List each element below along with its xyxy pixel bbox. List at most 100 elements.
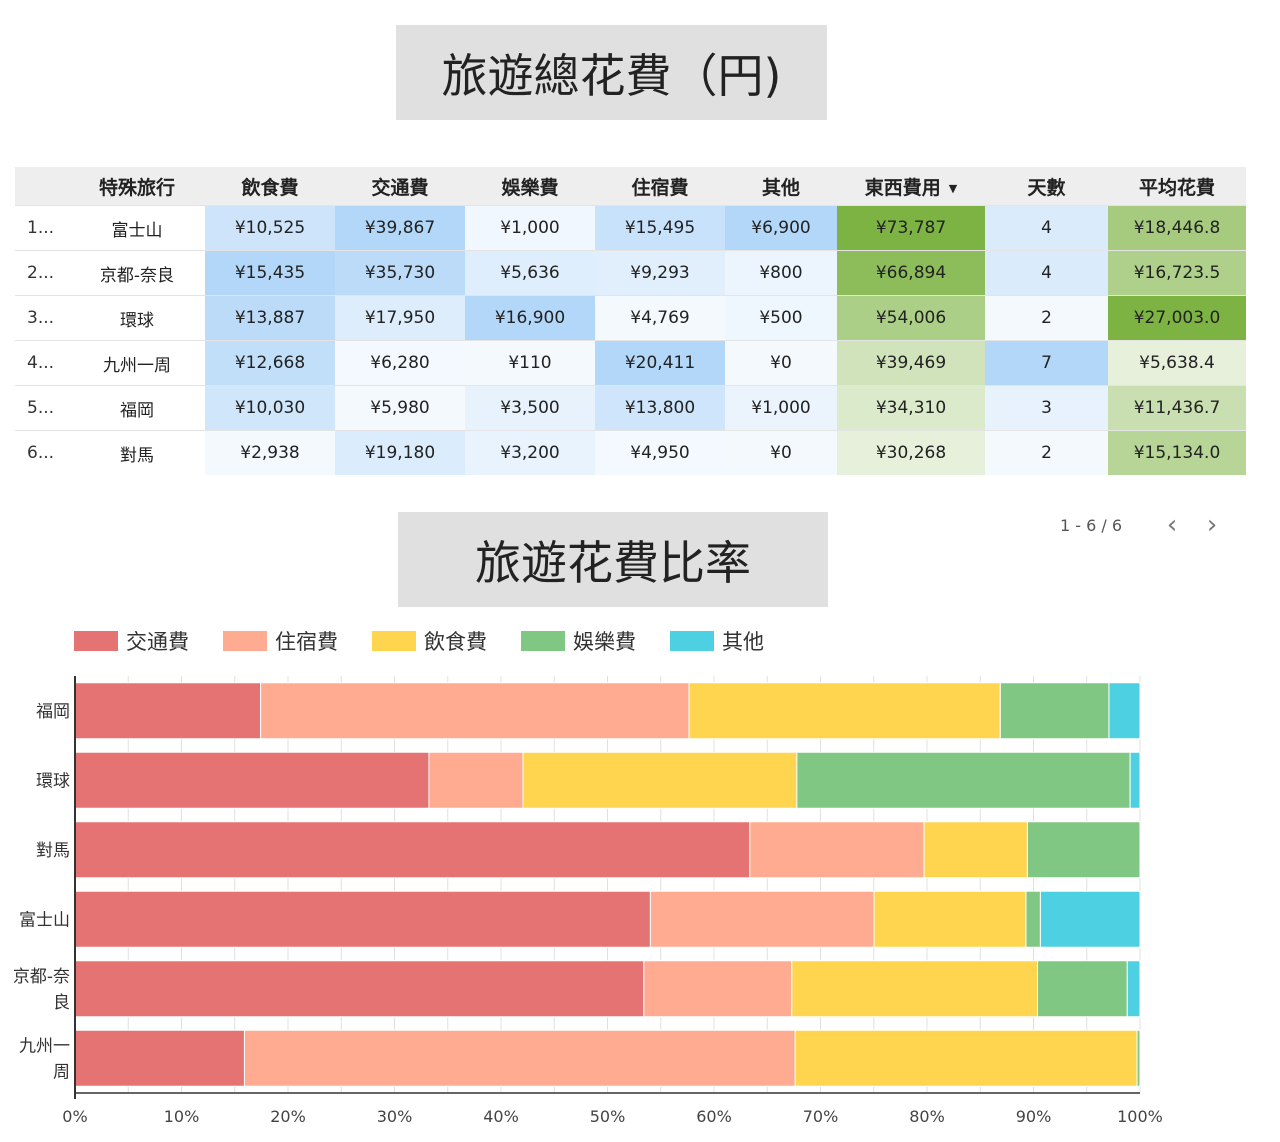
row-index: 2... (15, 250, 69, 296)
bar-segment[interactable] (74, 960, 645, 1018)
table-row[interactable]: 5... 福岡 ¥10,030 ¥5,980 ¥3,500 ¥13,800 ¥1,000 ¥3… (15, 385, 1246, 431)
table-header-row: 特殊旅行 飲食費 交通費 娛樂費 住宿費 其他 東西費用 ▼ 天數 平均花費 (15, 167, 1246, 206)
cell-entertainment: ¥3,200 (465, 430, 595, 475)
bar-segment[interactable] (74, 890, 651, 948)
legend-swatch (670, 631, 714, 651)
table-row[interactable]: 1... 富士山 ¥10,525 ¥39,867 ¥1,000 ¥15,495 ¥6,900… (15, 205, 1246, 251)
category-label: 京都-奈 (13, 967, 70, 987)
bar-segment[interactable] (74, 1029, 245, 1087)
bar-segment[interactable] (1037, 960, 1128, 1018)
category-label: 良 (53, 993, 70, 1013)
legend-label: 娛樂費 (573, 630, 636, 654)
bar-segment[interactable] (1136, 1029, 1141, 1087)
bar-segment[interactable] (999, 682, 1110, 740)
bar-segment[interactable] (1108, 682, 1141, 740)
cell-days: 2 (985, 430, 1108, 475)
bar-segment[interactable] (643, 960, 793, 1018)
legend-item[interactable]: 娛樂費 (521, 626, 636, 656)
header-lodging[interactable]: 住宿費 (595, 167, 725, 206)
cell-average: ¥27,003.0 (1108, 295, 1246, 341)
total-cost-title: 旅遊總花費（円) (396, 25, 827, 120)
cell-transport: ¥6,280 (335, 340, 465, 386)
cell-transport: ¥5,980 (335, 385, 465, 431)
x-tick-label: 90% (1016, 1107, 1052, 1126)
table-row[interactable]: 2... 京都-奈良 ¥15,435 ¥35,730 ¥5,636 ¥9,293 ¥800 ¥… (15, 250, 1246, 296)
bar-segment[interactable] (74, 682, 262, 740)
bar-segment[interactable] (649, 890, 875, 948)
header-other[interactable]: 其他 (725, 167, 837, 206)
cell-lodging: ¥15,495 (595, 205, 725, 251)
category-label: 對馬 (36, 841, 70, 861)
bar-segment[interactable] (794, 1029, 1138, 1087)
category-label: 福岡 (36, 702, 70, 722)
cell-food: ¥2,938 (205, 430, 335, 475)
row-trip: 九州一周 (69, 340, 205, 386)
cell-average: ¥16,723.5 (1108, 250, 1246, 296)
bar-segment[interactable] (74, 821, 751, 879)
cell-lodging: ¥13,800 (595, 385, 725, 431)
table-row[interactable]: 4... 九州一周 ¥12,668 ¥6,280 ¥110 ¥20,411 ¥0 ¥39,46… (15, 340, 1246, 386)
bar-segment[interactable] (1126, 960, 1141, 1018)
header-trip[interactable]: 特殊旅行 (69, 167, 205, 206)
legend-item[interactable]: 其他 (670, 626, 764, 656)
table-row[interactable]: 3... 環球 ¥13,887 ¥17,950 ¥16,900 ¥4,769 ¥500 ¥54… (15, 295, 1246, 341)
legend-swatch (521, 631, 565, 651)
bar-segment[interactable] (873, 890, 1027, 948)
cost-table: 特殊旅行 飲食費 交通費 娛樂費 住宿費 其他 東西費用 ▼ 天數 平均花費 1.… (15, 167, 1246, 475)
cell-days: 4 (985, 250, 1108, 296)
cell-lodging: ¥20,411 (595, 340, 725, 386)
header-food[interactable]: 飲食費 (205, 167, 335, 206)
legend-item[interactable]: 交通費 (74, 626, 189, 656)
category-label: 環球 (36, 771, 70, 791)
pager-range: 1 - 6 / 6 (1060, 515, 1123, 535)
bar-segment[interactable] (796, 751, 1131, 809)
legend-label: 住宿費 (275, 630, 338, 654)
cell-other: ¥0 (725, 430, 837, 475)
cell-entertainment: ¥3,500 (465, 385, 595, 431)
header-entertainment[interactable]: 娛樂費 (465, 167, 595, 206)
cell-other: ¥0 (725, 340, 837, 386)
header-transport[interactable]: 交通費 (335, 167, 465, 206)
bar-segment[interactable] (1026, 821, 1141, 879)
x-tick-label: 80% (909, 1107, 945, 1126)
bar-segment[interactable] (74, 751, 430, 809)
header-average[interactable]: 平均花費 (1108, 167, 1246, 206)
row-index: 6... (15, 430, 69, 475)
prev-page-button[interactable]: ‹ (1166, 510, 1178, 540)
cell-total: ¥66,894 (837, 250, 985, 296)
x-tick-label: 30% (377, 1107, 413, 1126)
bar-segment[interactable] (1129, 751, 1141, 809)
cell-average: ¥18,446.8 (1108, 205, 1246, 251)
header-days[interactable]: 天數 (985, 167, 1108, 206)
legend-label: 其他 (722, 630, 764, 654)
bar-segment[interactable] (791, 960, 1039, 1018)
legend-swatch (74, 631, 118, 651)
cell-lodging: ¥4,769 (595, 295, 725, 341)
cell-food: ¥10,030 (205, 385, 335, 431)
bar-segment[interactable] (1039, 890, 1141, 948)
cell-food: ¥10,525 (205, 205, 335, 251)
cell-entertainment: ¥16,900 (465, 295, 595, 341)
row-index: 5... (15, 385, 69, 431)
x-tick-label: 50% (590, 1107, 626, 1126)
cell-total: ¥39,469 (837, 340, 985, 386)
table-row[interactable]: 6... 對馬 ¥2,938 ¥19,180 ¥3,200 ¥4,950 ¥0 ¥30,268… (15, 430, 1246, 475)
category-label: 周 (53, 1062, 70, 1082)
cell-average: ¥11,436.7 (1108, 385, 1246, 431)
row-trip: 福岡 (69, 385, 205, 431)
bar-segment[interactable] (522, 751, 798, 809)
bar-segment[interactable] (688, 682, 1001, 740)
legend-item[interactable]: 飲食費 (372, 626, 487, 656)
cell-lodging: ¥4,950 (595, 430, 725, 475)
header-total-sorted[interactable]: 東西費用 ▼ (837, 167, 985, 206)
category-label: 九州一 (19, 1036, 70, 1056)
bar-segment[interactable] (243, 1029, 796, 1087)
bar-segment[interactable] (260, 682, 690, 740)
bar-segment[interactable] (923, 821, 1028, 879)
bar-segment[interactable] (1025, 890, 1041, 948)
x-tick-label: 40% (483, 1107, 519, 1126)
bar-segment[interactable] (428, 751, 524, 809)
bar-segment[interactable] (749, 821, 925, 879)
next-page-button[interactable]: › (1206, 510, 1218, 540)
legend-item[interactable]: 住宿費 (223, 626, 338, 656)
